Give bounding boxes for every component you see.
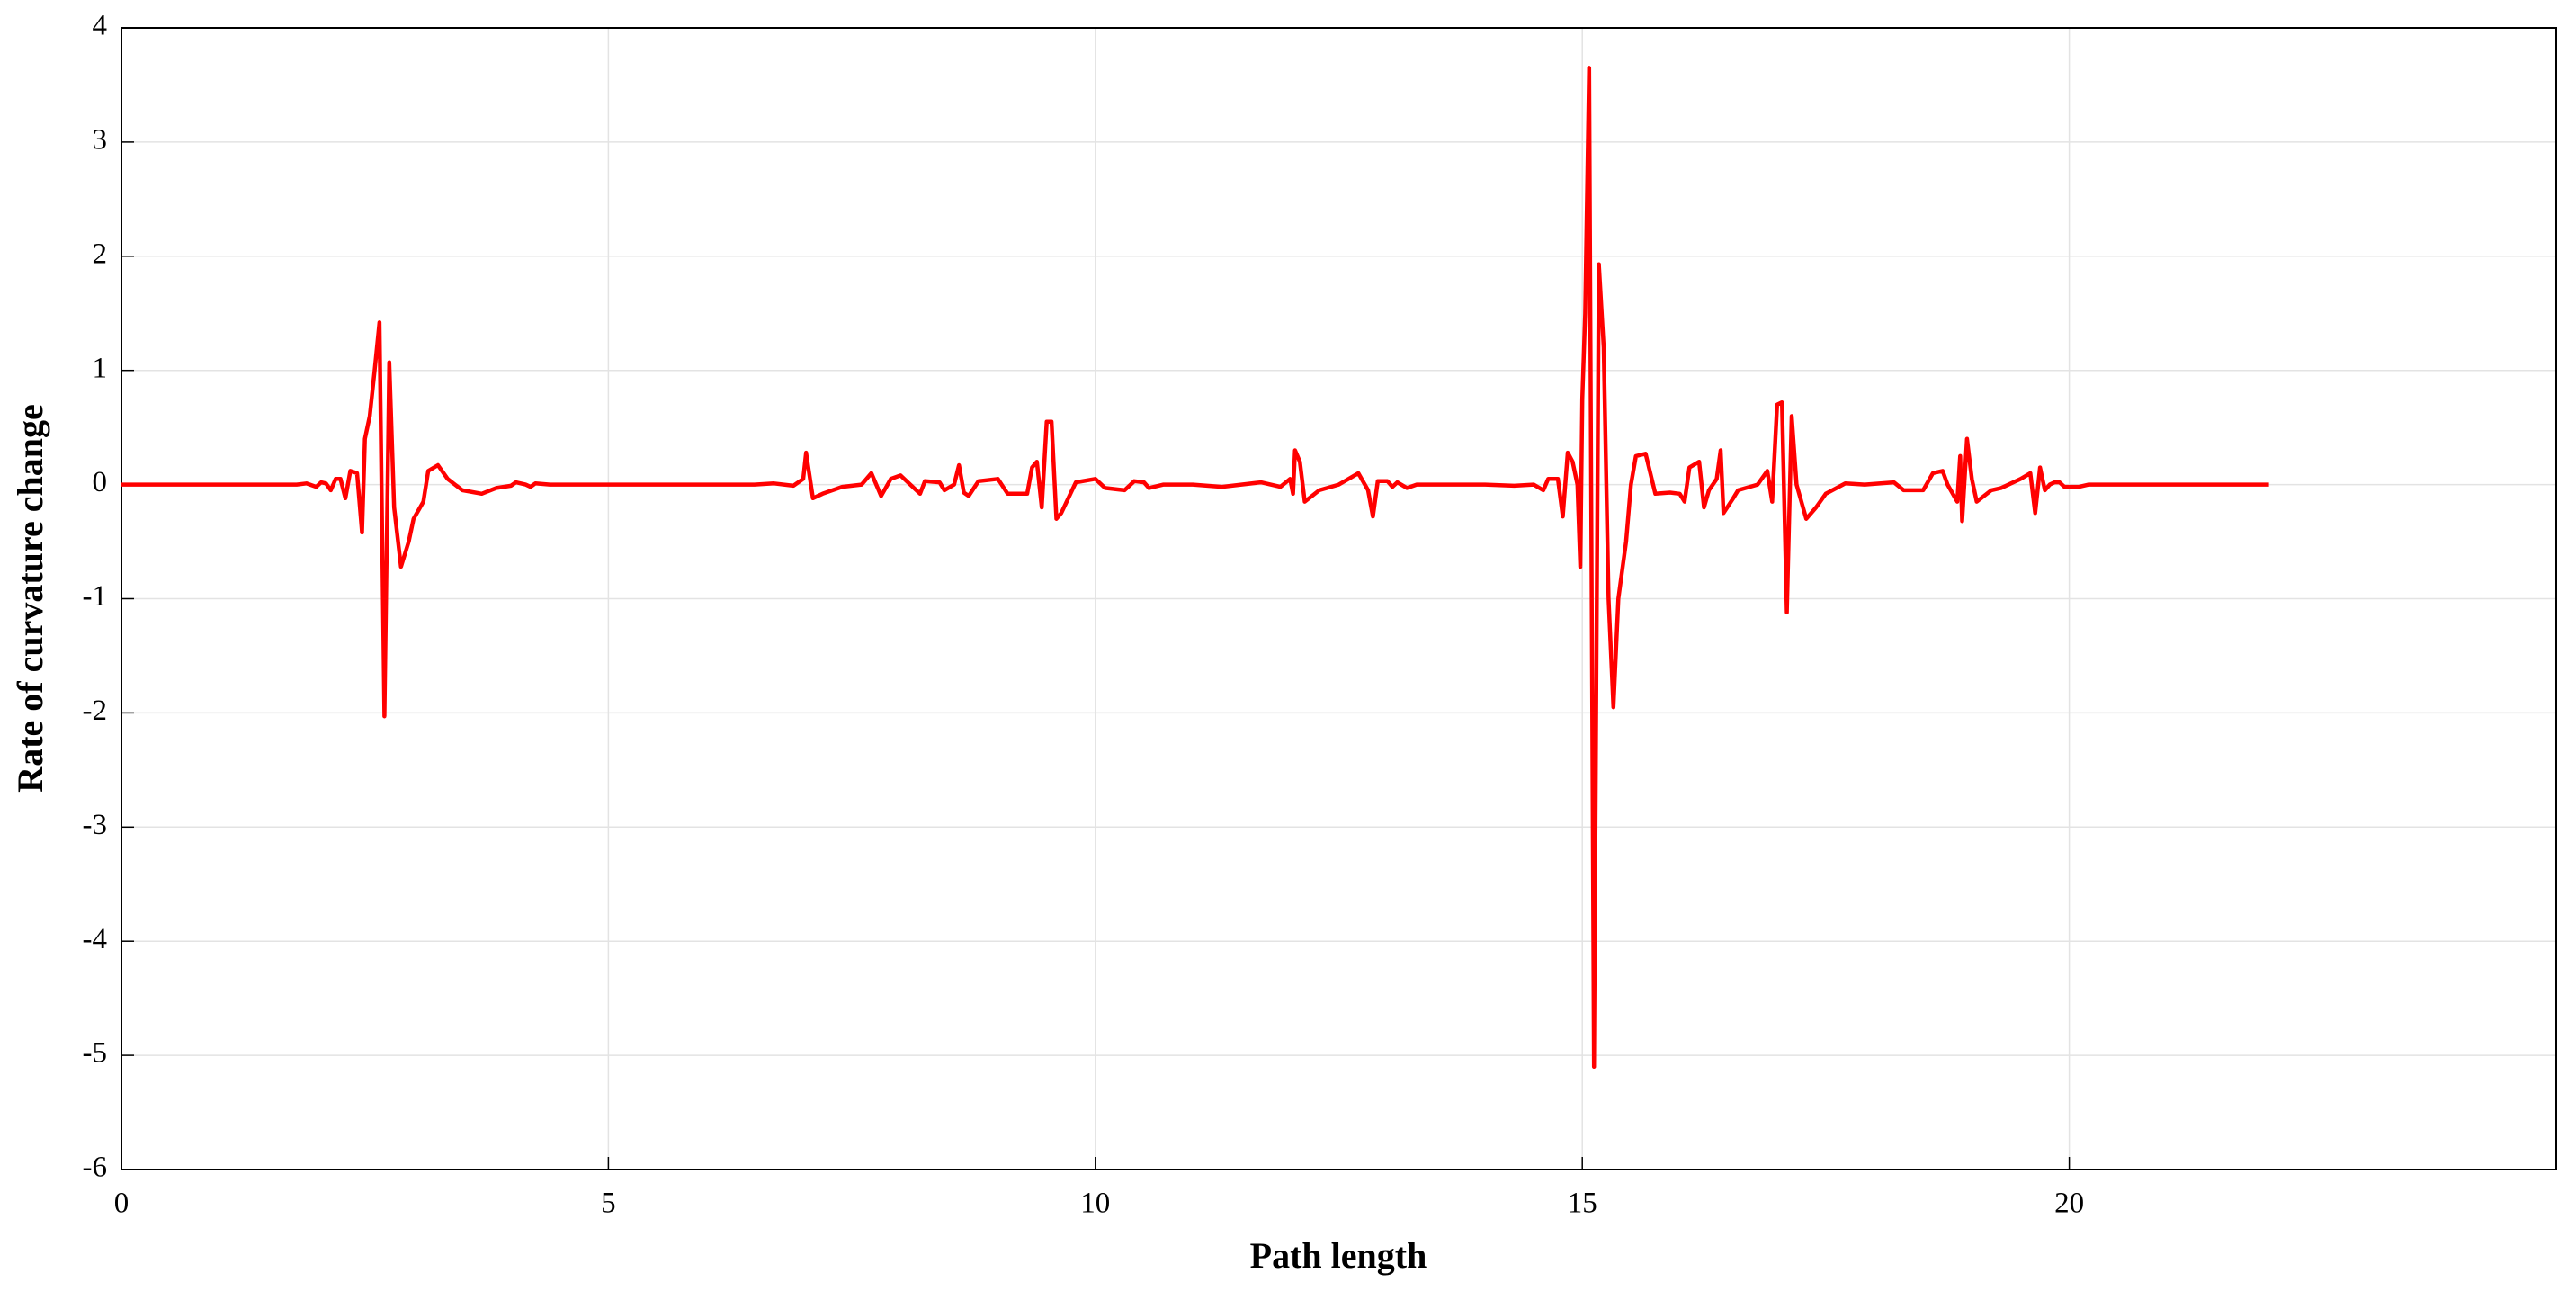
x-tick-label: 10 bbox=[1080, 1188, 1110, 1220]
x-tick-label: 15 bbox=[1568, 1188, 1597, 1220]
y-tick-label: -2 bbox=[83, 695, 108, 727]
y-tick-label: 3 bbox=[93, 123, 108, 156]
y-tick-label: -6 bbox=[83, 1152, 108, 1184]
x-axis-label: Path length bbox=[1250, 1235, 1427, 1276]
y-tick-label: -3 bbox=[83, 809, 108, 841]
y-tick-label: 1 bbox=[93, 352, 108, 384]
x-tick-label: 20 bbox=[2054, 1188, 2084, 1220]
plot-frame bbox=[121, 27, 2557, 1170]
x-tick-label: 0 bbox=[114, 1188, 130, 1220]
y-tick-label: 4 bbox=[93, 10, 108, 42]
y-tick-label: -1 bbox=[83, 580, 108, 613]
y-tick-label: 2 bbox=[93, 238, 108, 270]
data-line bbox=[121, 66, 2269, 1070]
y-axis-label: Rate of curvature change bbox=[10, 404, 50, 792]
y-tick-label: 0 bbox=[93, 466, 108, 498]
x-tick-label: 5 bbox=[601, 1188, 616, 1220]
y-tick-label: -4 bbox=[83, 923, 108, 955]
y-tick-label: -5 bbox=[83, 1037, 108, 1070]
